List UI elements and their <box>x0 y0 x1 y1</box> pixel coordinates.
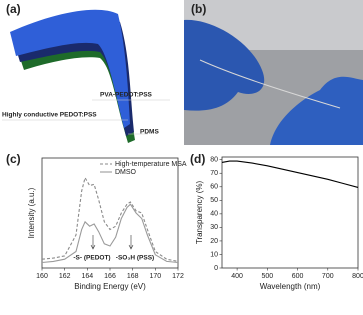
x-tick-label: 400 <box>231 273 243 280</box>
plot-frame <box>41 157 179 269</box>
x-tick-label: 700 <box>322 273 334 280</box>
y-axis-label: Intensity (a.u.) <box>27 187 36 238</box>
x-tick-label: 166 <box>104 273 116 280</box>
x-tick-label: 168 <box>127 273 139 280</box>
x-tick-label: 162 <box>59 273 71 280</box>
annotation: -SO₃H (PSS) <box>116 255 154 262</box>
x-tick-label: 160 <box>36 273 48 280</box>
layer-label: Highly conductive PEDOT:PSS <box>2 112 97 119</box>
x-axis-label: Wavelength (nm) <box>260 282 321 291</box>
glove <box>270 76 363 145</box>
data-line <box>41 203 179 264</box>
data-line <box>41 176 179 262</box>
annotation: -S- (PEDOT) <box>73 255 110 262</box>
pva-layer <box>10 9 130 129</box>
data-line <box>221 160 359 188</box>
layer-label: PDMS <box>140 129 159 136</box>
y-tick-label: 20 <box>210 238 218 245</box>
y-tick-label: 70 <box>210 170 218 177</box>
legend-label: High-temperature MSA <box>115 161 187 168</box>
legend-label: DMSO <box>115 169 137 176</box>
arrow <box>90 244 96 250</box>
x-tick-label: 600 <box>292 273 304 280</box>
glove <box>184 19 265 111</box>
layer-label: PVA-PEDOT:PSS <box>100 92 153 99</box>
x-tick-label: 172 <box>172 273 184 280</box>
photo <box>184 0 363 145</box>
panel-label: (b) <box>191 2 206 16</box>
y-tick-label: 0 <box>214 265 218 272</box>
y-tick-label: 30 <box>210 224 218 231</box>
panel-label: (c) <box>6 152 21 166</box>
x-axis-label: Binding Energy (eV) <box>74 282 146 291</box>
film <box>199 59 341 109</box>
y-tick-label: 10 <box>210 251 218 258</box>
y-axis-label: Transparency (%) <box>195 181 204 245</box>
arrow <box>128 244 134 250</box>
x-tick-label: 164 <box>81 273 93 280</box>
x-tick-label: 170 <box>149 273 161 280</box>
y-tick-label: 40 <box>210 211 218 218</box>
x-tick-label: 500 <box>261 273 273 280</box>
plot-frame <box>221 156 359 269</box>
y-tick-label: 60 <box>210 184 218 191</box>
x-tick-label: 800 <box>352 273 363 280</box>
panel-label: (a) <box>6 2 21 16</box>
y-tick-label: 80 <box>210 157 218 164</box>
panel-label: (d) <box>190 152 205 166</box>
layer-diagram <box>2 9 170 143</box>
y-tick-label: 50 <box>210 197 218 204</box>
